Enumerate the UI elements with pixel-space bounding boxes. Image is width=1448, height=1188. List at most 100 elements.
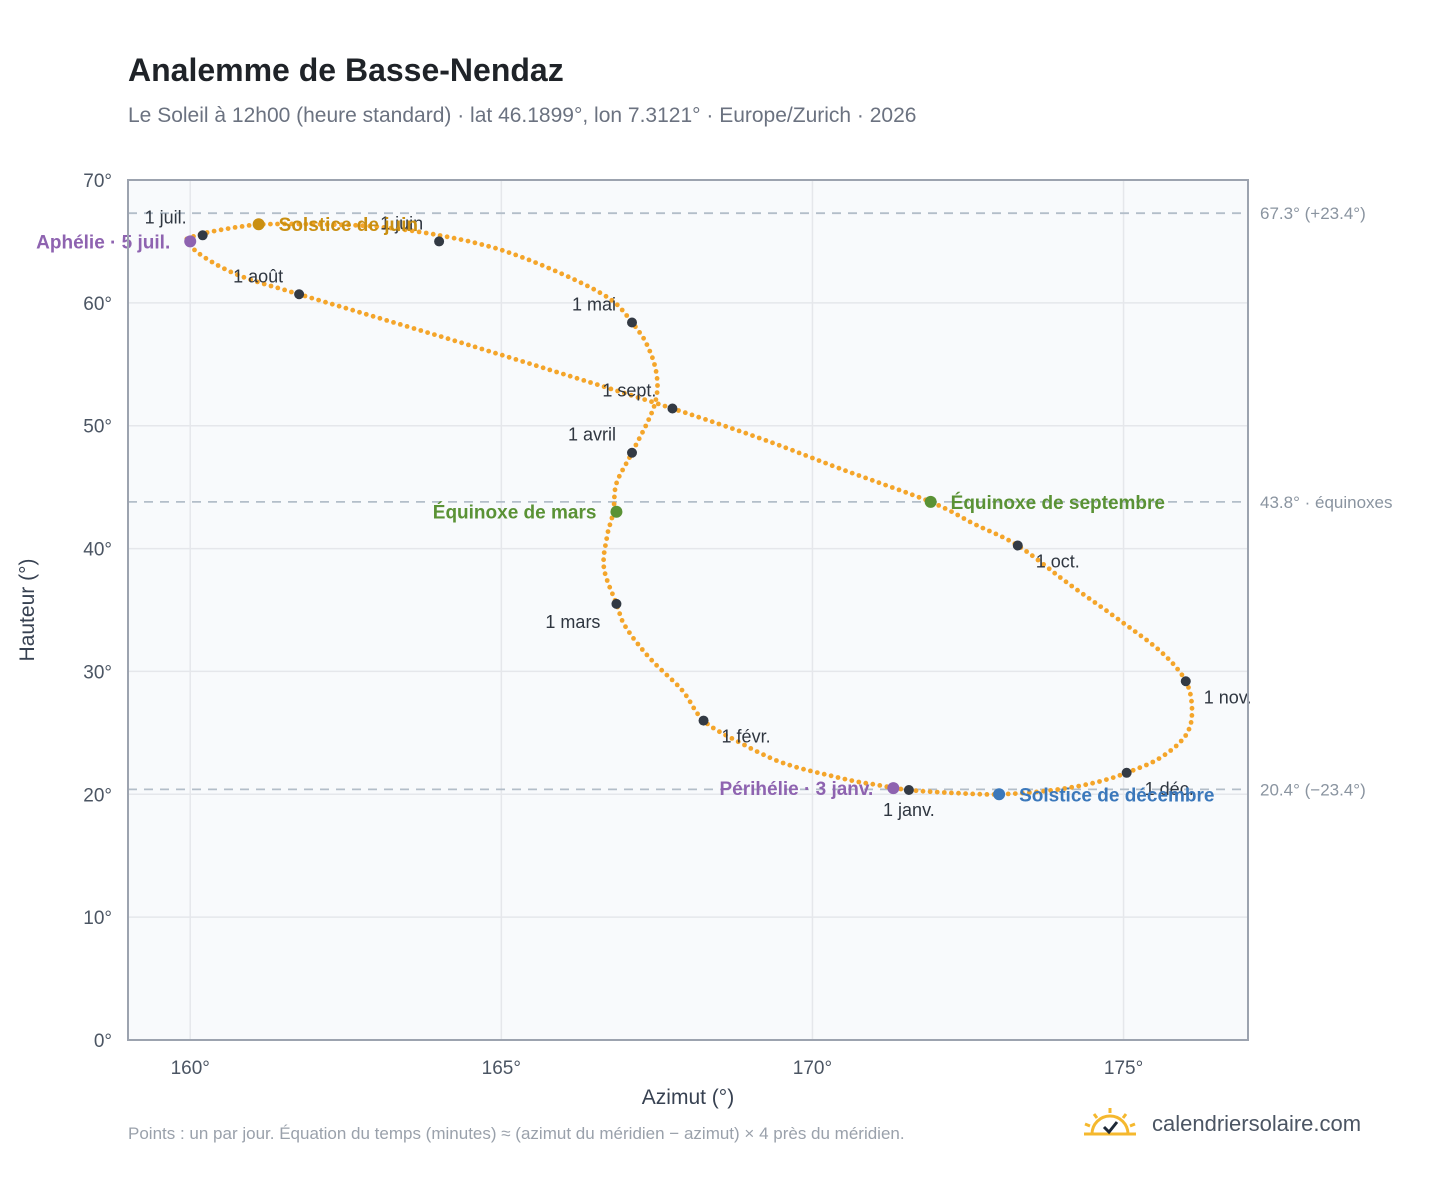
day-point — [329, 301, 335, 307]
day-point — [559, 271, 565, 277]
day-point — [849, 778, 855, 783]
day-point — [374, 224, 380, 230]
day-point — [898, 786, 904, 792]
day-point — [610, 591, 615, 597]
day-point — [941, 790, 947, 795]
day-point — [856, 473, 862, 478]
day-point — [942, 506, 948, 511]
day-point — [691, 705, 697, 711]
day-point — [641, 335, 646, 341]
day-point — [533, 363, 539, 369]
day-point — [729, 736, 735, 741]
y-tick-label: 60° — [83, 294, 112, 315]
day-point — [869, 477, 875, 483]
day-point — [984, 792, 990, 797]
day-point — [565, 274, 571, 280]
day-point — [533, 260, 538, 265]
day-point — [552, 268, 558, 274]
day-point — [776, 442, 782, 448]
day-point — [612, 494, 617, 500]
brand[interactable]: calendriersolaire.com — [1082, 1100, 1361, 1148]
day-point — [655, 401, 661, 407]
day-point — [623, 461, 629, 467]
day-point — [883, 482, 888, 488]
day-point — [1156, 756, 1162, 761]
event-label: Solstice de juin — [279, 215, 418, 236]
day-point — [963, 791, 968, 796]
day-point — [275, 221, 280, 227]
day-point — [268, 221, 273, 227]
day-point — [367, 223, 373, 229]
day-point — [794, 764, 799, 770]
day-point — [821, 771, 827, 777]
x-tick-label: 175° — [1104, 1058, 1143, 1079]
day-point — [803, 453, 809, 458]
day-point — [936, 503, 942, 508]
day-point — [310, 221, 316, 227]
day-point — [654, 376, 660, 381]
day-point — [611, 501, 617, 507]
day-point — [601, 550, 607, 555]
day-point — [1092, 600, 1098, 605]
day-point — [913, 788, 919, 794]
day-point — [703, 417, 708, 422]
day-point — [248, 277, 254, 283]
day-point — [282, 287, 287, 293]
day-point — [615, 388, 620, 394]
day-point — [1080, 591, 1086, 597]
day-point — [1098, 604, 1104, 609]
day-point — [357, 309, 362, 315]
day-point — [486, 348, 492, 354]
y-tick-label: 50° — [83, 417, 112, 438]
event-dot — [184, 235, 197, 248]
day-point — [309, 295, 315, 301]
day-point — [808, 768, 813, 774]
day-point — [317, 221, 323, 227]
day-point — [780, 760, 786, 766]
day-point — [999, 534, 1005, 540]
day-point — [1057, 575, 1063, 580]
day-point — [1034, 789, 1039, 795]
day-point — [1109, 612, 1115, 618]
event-label: Solstice de décembre — [1019, 785, 1214, 806]
day-point — [974, 522, 979, 528]
day-point — [1168, 748, 1174, 753]
day-point — [604, 578, 610, 583]
day-point — [1144, 762, 1149, 768]
day-point — [1041, 788, 1046, 794]
month-dot — [903, 784, 914, 795]
day-point — [561, 371, 566, 377]
day-point — [370, 313, 376, 319]
day-point — [444, 234, 450, 240]
day-point — [927, 789, 933, 795]
day-point — [1069, 784, 1075, 790]
day-point — [695, 711, 700, 717]
day-point — [377, 315, 383, 321]
day-point — [842, 776, 848, 782]
month-label: 1 janv. — [883, 800, 935, 820]
day-point — [723, 423, 729, 429]
analemma-curve — [184, 221, 1195, 797]
day-point — [296, 221, 302, 227]
day-point — [1179, 672, 1185, 678]
day-point — [493, 350, 498, 356]
day-point — [649, 657, 655, 663]
day-point — [801, 766, 806, 772]
day-point — [1132, 629, 1138, 634]
day-point — [350, 307, 356, 313]
day-point — [1048, 788, 1053, 793]
day-point — [836, 465, 842, 471]
day-point — [687, 699, 693, 705]
day-point — [623, 624, 628, 630]
y-tick-label: 20° — [83, 785, 112, 806]
day-point — [246, 223, 252, 228]
event-markers: Solstice de juin Solstice de décembre Équi… — [36, 215, 1214, 806]
day-point — [1173, 743, 1179, 749]
day-point — [513, 357, 519, 362]
brand-text: calendriersolaire.com — [1152, 1111, 1362, 1136]
day-point — [402, 227, 408, 233]
day-point — [716, 421, 722, 427]
day-point — [459, 340, 464, 346]
day-point — [970, 791, 976, 797]
